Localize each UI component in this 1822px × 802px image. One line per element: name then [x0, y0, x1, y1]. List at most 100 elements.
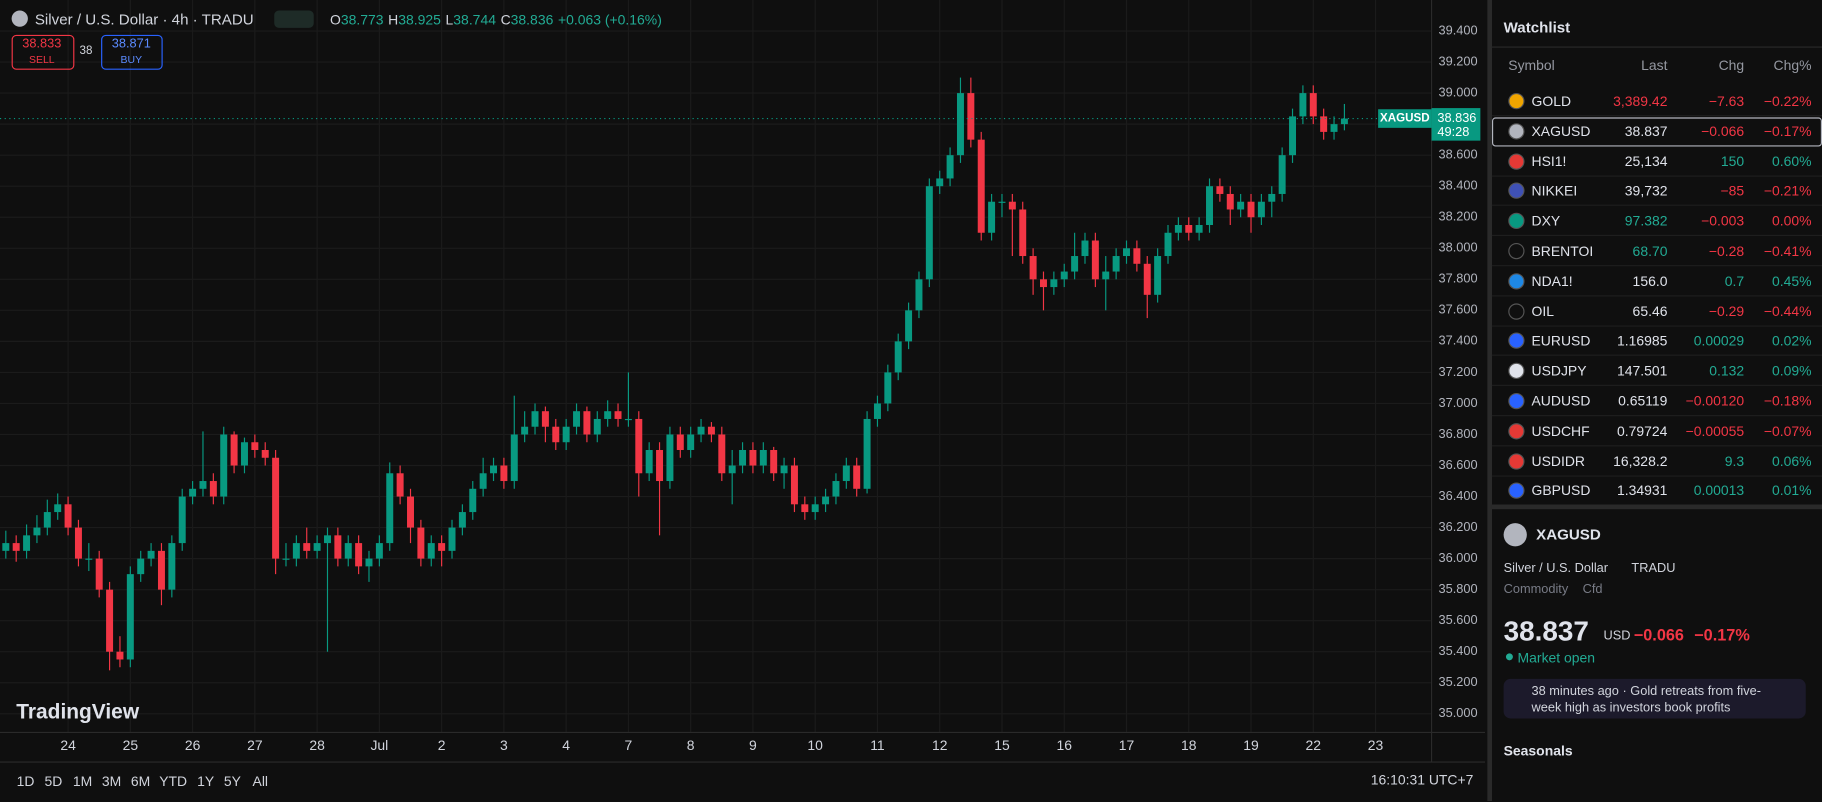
buy-price: 38.871	[111, 37, 151, 52]
candle-body	[12, 543, 20, 551]
ohlc-label: H	[388, 11, 399, 28]
symbol-icon	[1508, 152, 1525, 170]
candle-body	[1143, 263, 1151, 295]
last: 0.79724	[1617, 422, 1668, 440]
symbol-icon	[11, 10, 28, 27]
watchlist-row[interactable]	[1491, 297, 1822, 327]
y-tick-label: 38.600	[1439, 147, 1478, 162]
range-button[interactable]: 6M	[130, 773, 151, 790]
candle-body	[324, 535, 331, 544]
status-badge[interactable]	[274, 10, 314, 28]
candle-body	[199, 481, 207, 489]
chart-title: Silver / U.S. Dollar · 4h · TRADU	[34, 10, 254, 28]
x-tick-label: 7	[625, 737, 633, 753]
watchlist-row[interactable]	[1491, 177, 1822, 207]
candle-body	[614, 411, 622, 419]
candle-body	[1133, 248, 1141, 264]
last: 65.46	[1632, 302, 1668, 320]
range-button[interactable]: 1M	[72, 773, 93, 790]
watchlist-row[interactable]	[1491, 327, 1822, 357]
candle-body	[344, 543, 352, 559]
candle-body	[272, 457, 280, 559]
chg-pct: 0.45%	[1771, 272, 1812, 290]
y-tick-label: 37.400	[1439, 333, 1478, 348]
y-tick-label: 37.800	[1439, 271, 1478, 286]
range-button[interactable]: YTD	[159, 773, 188, 790]
x-tick-label: 4	[562, 737, 570, 753]
candle-body	[137, 558, 145, 575]
x-tick-label: 25	[123, 737, 139, 753]
range-button[interactable]: 5Y	[223, 773, 241, 790]
chg-pct: −0.17%	[1763, 122, 1812, 140]
price-tag-countdown: 49:28	[1437, 124, 1469, 139]
watchlist-row[interactable]	[1491, 267, 1822, 297]
last: 156.0	[1632, 272, 1668, 290]
candle-body	[521, 426, 529, 435]
symbol: EURUSD	[1531, 332, 1591, 350]
candle-body	[251, 442, 259, 450]
sell-price: 38.833	[22, 37, 62, 52]
x-tick-label: 11	[870, 737, 885, 753]
candle-body	[74, 527, 82, 559]
range-button[interactable]: 1D	[16, 773, 35, 790]
candle-body	[1237, 201, 1245, 210]
column-header: Chg	[1718, 56, 1745, 74]
watermark: TradingView	[16, 699, 140, 724]
symbol: AUDUSD	[1531, 392, 1591, 410]
candle-body	[479, 473, 487, 489]
candle-body	[1247, 201, 1255, 218]
section-title: Seasonals	[1503, 742, 1573, 760]
candle-body	[583, 411, 591, 435]
watchlist-row[interactable]	[1491, 417, 1822, 447]
chg: 0.7	[1724, 272, 1745, 290]
watchlist-row[interactable]	[1491, 87, 1822, 117]
sell-label: SELL	[29, 53, 55, 66]
candle-body	[749, 449, 757, 466]
status-dot	[1505, 653, 1513, 661]
candle-body	[95, 558, 103, 590]
watchlist-title[interactable]: Watchlist	[1503, 18, 1571, 37]
x-tick-label: 8	[687, 737, 695, 753]
candle-body	[873, 403, 881, 419]
candle-body	[739, 449, 747, 466]
range-button[interactable]: 3M	[101, 773, 122, 790]
chg: 9.3	[1724, 452, 1745, 470]
candle-body	[956, 93, 964, 156]
watchlist-row[interactable]	[1491, 147, 1822, 177]
candle-body	[718, 434, 726, 474]
candle-body	[292, 543, 300, 559]
news-card[interactable]	[1503, 678, 1806, 719]
symbol-icon	[1508, 482, 1525, 500]
symbol-icon	[1508, 302, 1525, 320]
y-tick-label: 35.400	[1439, 643, 1478, 658]
symbol-icon	[1508, 332, 1525, 350]
candle-body	[334, 535, 342, 559]
sell-button[interactable]	[11, 34, 75, 70]
chg-pct: 0.09%	[1771, 362, 1812, 380]
candle-body	[531, 411, 539, 427]
x-tick-label: 28	[309, 737, 325, 753]
watchlist-row[interactable]	[1491, 207, 1822, 237]
watchlist-row[interactable]	[1491, 357, 1822, 387]
candle-body	[1226, 193, 1234, 210]
y-tick-label: 36.600	[1439, 457, 1478, 472]
watchlist-row[interactable]	[1491, 447, 1822, 477]
candle-body	[33, 527, 41, 536]
range-button[interactable]: 5D	[44, 773, 63, 790]
details-category: Commodity	[1503, 582, 1569, 597]
candle-body	[43, 512, 51, 528]
watchlist-row[interactable]	[1491, 387, 1822, 417]
watchlist-row[interactable]	[1491, 117, 1822, 147]
column-header: Chg%	[1773, 56, 1812, 74]
candle-body	[168, 543, 176, 590]
buy-button[interactable]	[101, 34, 163, 70]
x-tick-label: 17	[1119, 737, 1135, 753]
chg: −0.066	[1701, 122, 1745, 140]
chg-pct: 0.00%	[1771, 212, 1812, 230]
details-price: 38.837	[1503, 616, 1589, 648]
candle-body	[510, 434, 518, 482]
range-button[interactable]: All	[252, 773, 269, 790]
range-button[interactable]: 1Y	[197, 773, 215, 790]
watchlist-row[interactable]	[1491, 237, 1822, 267]
chg: −0.28	[1708, 242, 1745, 260]
